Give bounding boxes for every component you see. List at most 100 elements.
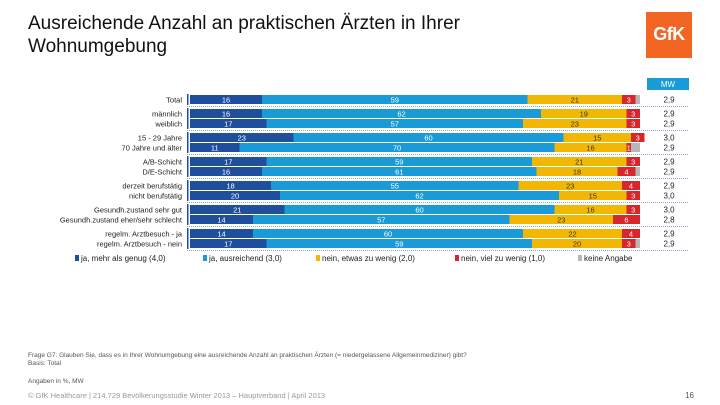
row-label: weiblich bbox=[154, 120, 182, 129]
data-label: 17 bbox=[224, 158, 232, 167]
legend-label: ja, mehr als genug (4,0) bbox=[80, 254, 166, 263]
data-label: 19 bbox=[580, 110, 588, 119]
bar-segment bbox=[190, 109, 262, 118]
group-accent-line bbox=[187, 204, 189, 225]
bar-segment bbox=[262, 95, 528, 104]
bar-segment bbox=[190, 143, 240, 152]
mw-value: 2,9 bbox=[663, 96, 675, 105]
bar-segment bbox=[518, 181, 622, 190]
mw-value: 2,9 bbox=[663, 230, 675, 239]
bar-segment bbox=[554, 205, 627, 214]
data-label: 16 bbox=[222, 110, 230, 119]
mw-header-bg bbox=[647, 78, 689, 90]
data-label: 21 bbox=[575, 158, 583, 167]
legend-swatch bbox=[316, 255, 320, 261]
legend-label: nein, viel zu wenig (1,0) bbox=[461, 254, 545, 263]
row-label: derzeit berufstätig bbox=[122, 182, 182, 191]
data-label: 22 bbox=[568, 230, 576, 239]
bar-segment bbox=[635, 239, 640, 248]
legend-label: keine Angabe bbox=[584, 254, 633, 263]
page-title: Ausreichende Anzahl an praktischen Ärzte… bbox=[28, 13, 460, 57]
bar-segment bbox=[622, 95, 636, 104]
data-label: 20 bbox=[231, 192, 239, 201]
row-label: 15 - 29 Jahre bbox=[138, 134, 182, 143]
data-label: 16 bbox=[586, 206, 594, 215]
question-text: Frage G7: Glauben Sie, dass es in Ihrer … bbox=[28, 352, 467, 359]
data-label: 3 bbox=[627, 96, 631, 105]
data-label: 55 bbox=[391, 182, 399, 191]
bar-segment bbox=[266, 239, 532, 248]
bar-segment bbox=[631, 133, 645, 142]
data-label: 59 bbox=[395, 240, 403, 249]
group-accent-line bbox=[187, 132, 189, 153]
group-accent-line bbox=[187, 228, 189, 249]
data-label: 3 bbox=[636, 134, 640, 143]
data-label: 17 bbox=[224, 240, 232, 249]
data-label: 60 bbox=[415, 206, 423, 215]
bar-segment bbox=[190, 119, 267, 128]
data-label: 59 bbox=[391, 96, 399, 105]
mw-value: 2,9 bbox=[663, 144, 675, 153]
bar-segment bbox=[523, 119, 627, 128]
data-label: 21 bbox=[233, 206, 241, 215]
mw-value: 2,9 bbox=[663, 168, 675, 177]
bar-segment bbox=[509, 215, 613, 224]
row-label: A/B-Schicht bbox=[143, 158, 183, 167]
data-label: 16 bbox=[586, 144, 594, 153]
data-label: 16 bbox=[222, 168, 230, 177]
data-label: 4 bbox=[624, 168, 628, 177]
bar-segment bbox=[626, 109, 640, 118]
bar-segment bbox=[635, 95, 640, 104]
mw-value: 2,9 bbox=[663, 110, 675, 119]
bar-segment bbox=[190, 95, 262, 104]
footer-text: © GfK Healthcare | 214.729 Bevölkerungss… bbox=[28, 391, 326, 400]
bar-segment bbox=[541, 109, 627, 118]
bar-segment bbox=[631, 143, 640, 152]
bar-segment bbox=[190, 205, 285, 214]
data-label: 15 bbox=[593, 134, 601, 143]
logo-text: GfK bbox=[653, 24, 685, 44]
row-label: Total bbox=[166, 96, 182, 105]
bar-segment bbox=[271, 181, 519, 190]
page-number: 16 bbox=[685, 391, 694, 400]
row-label: Gesundh.zustand sehr gut bbox=[94, 206, 183, 215]
bar-segment bbox=[626, 119, 640, 128]
data-label: 23 bbox=[571, 120, 579, 129]
bar-segment bbox=[280, 191, 559, 200]
row-label: D/E-Schicht bbox=[142, 168, 183, 177]
row-label: 70 Jahre und älter bbox=[122, 144, 183, 153]
bar-segment bbox=[523, 229, 622, 238]
mw-value: 3,0 bbox=[663, 134, 675, 143]
mw-value: 2,9 bbox=[663, 240, 675, 249]
data-label: 14 bbox=[217, 230, 225, 239]
data-label: 4 bbox=[629, 230, 633, 239]
bar-segment bbox=[635, 167, 640, 176]
data-label: 20 bbox=[573, 240, 581, 249]
bar-segment bbox=[284, 205, 555, 214]
data-label: 62 bbox=[415, 192, 423, 201]
bar-segment bbox=[239, 143, 555, 152]
bar-segment bbox=[626, 205, 640, 214]
bar-segment bbox=[536, 167, 618, 176]
data-label: 60 bbox=[384, 230, 392, 239]
mw-value: 3,0 bbox=[663, 206, 675, 215]
bar-segment bbox=[532, 157, 627, 166]
group-accent-line bbox=[187, 156, 189, 177]
bar-segment bbox=[262, 167, 537, 176]
bar-segment bbox=[617, 167, 636, 176]
row-label: regelm. Arztbesuch - nein bbox=[97, 240, 182, 249]
bar-segment bbox=[253, 215, 510, 224]
data-label: 3 bbox=[631, 206, 635, 215]
mw-value: 2,9 bbox=[663, 182, 675, 191]
data-label: 61 bbox=[395, 168, 403, 177]
mw-value: 3,0 bbox=[663, 192, 675, 201]
bar-segment bbox=[190, 239, 267, 248]
legend-swatch bbox=[455, 255, 459, 261]
bar-segment bbox=[622, 239, 636, 248]
bar-segment bbox=[613, 215, 640, 224]
bar-segment bbox=[554, 143, 627, 152]
mw-value: 2,8 bbox=[663, 216, 675, 225]
bar-segment bbox=[253, 229, 523, 238]
bar-segment bbox=[563, 133, 631, 142]
bar-segment bbox=[626, 191, 640, 200]
